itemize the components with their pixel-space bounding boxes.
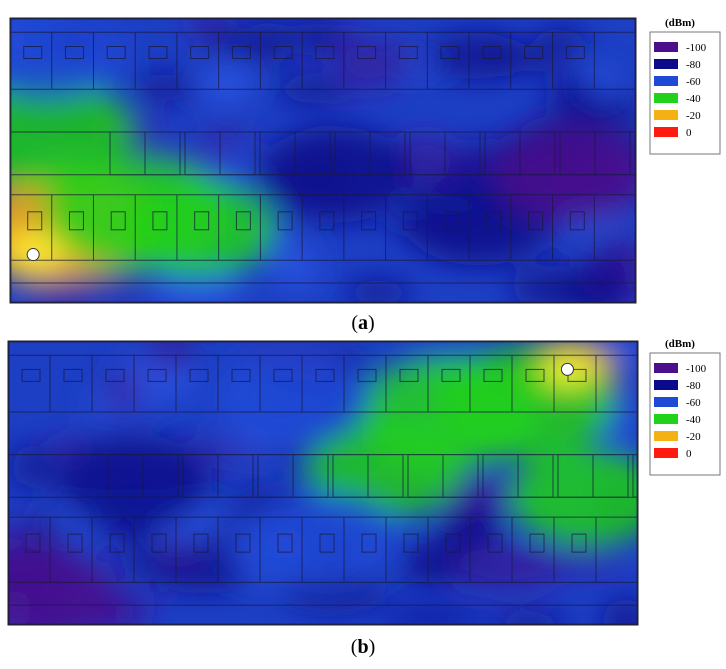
- legend-swatch: [654, 76, 678, 86]
- legend-label: -40: [686, 93, 701, 105]
- transmitter-marker: [26, 248, 40, 262]
- legend-label: -80: [686, 59, 701, 71]
- legend-swatch: [654, 127, 678, 137]
- caption-b: (b): [350, 636, 376, 658]
- legend-title: (dBm): [665, 338, 695, 350]
- heatmap-field-a: [10, 18, 636, 303]
- legend-label: -20: [686, 431, 701, 443]
- legend-swatch: [654, 414, 678, 424]
- legend-swatch: [654, 431, 678, 441]
- legend-swatch: [654, 59, 678, 69]
- signal-point: [119, 180, 276, 277]
- legend-label: -60: [686, 397, 701, 409]
- signal-point: [56, 435, 212, 531]
- legend-label: -60: [686, 76, 701, 88]
- legend-label: 0: [686, 127, 692, 139]
- heatmap-panel-a: (dBm) -100 -80 -60 -40 -20 0: [0, 0, 726, 317]
- legend-swatch: [654, 42, 678, 52]
- signal-point: [213, 349, 370, 446]
- legend-swatch: [654, 93, 678, 103]
- legend-label: -20: [686, 110, 701, 122]
- signal-point: [308, 420, 464, 517]
- heatmap-a-svg: (dBm) -100 -80 -60 -40 -20 0: [9, 17, 721, 304]
- legend-label: -100: [686, 42, 707, 54]
- legend-title: (dBm): [665, 17, 695, 29]
- caption-b-label: b: [357, 636, 369, 658]
- heatmap-panel-b: (dBm) -100 -80 -60 -40 -20 0: [0, 333, 726, 641]
- legend-swatch: [654, 363, 678, 373]
- legend-label: -40: [686, 414, 701, 426]
- legend-swatch: [654, 397, 678, 407]
- legend-label: -80: [686, 380, 701, 392]
- floor-plan: [8, 341, 638, 625]
- signal-point: [8, 548, 118, 625]
- floor-plan: [10, 18, 636, 303]
- signal-point: [10, 18, 126, 101]
- caption-a: (a): [351, 312, 375, 334]
- legend: (dBm) -100 -80 -60 -40 -20 0: [649, 338, 721, 476]
- legend-swatch: [654, 448, 678, 458]
- signal-point: [245, 491, 401, 588]
- legend-swatch: [654, 110, 678, 120]
- legend-label: -100: [686, 363, 707, 375]
- legend: (dBm) -100 -80 -60 -40 -20 0: [649, 17, 721, 155]
- legend-label: 0: [686, 448, 692, 460]
- heatmap-field-b: [8, 341, 638, 625]
- caption-a-label: a: [358, 312, 368, 334]
- transmitter-marker: [560, 362, 574, 376]
- legend-swatch: [654, 380, 678, 390]
- heatmap-b-svg: (dBm) -100 -80 -60 -40 -20 0: [7, 338, 721, 626]
